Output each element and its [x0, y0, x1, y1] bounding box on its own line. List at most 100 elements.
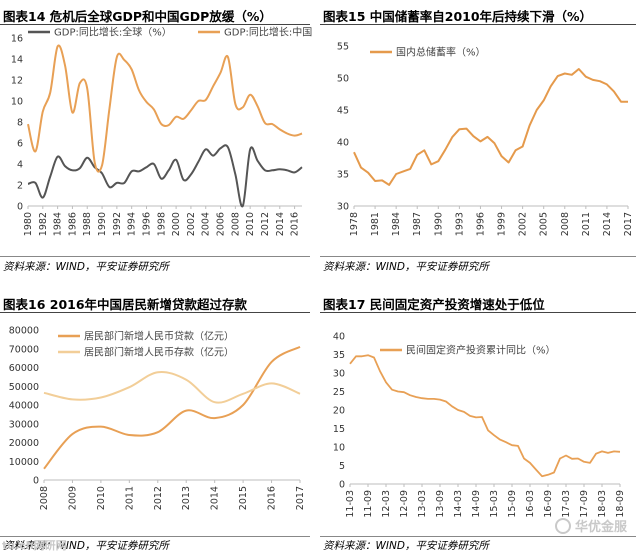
chart-fig14: 0 2 4 6 8 10 12 14 16 1980 1982 1984 1986 1988 1990 199… [11, 26, 312, 236]
panel-fig15: 图表15 中国储蓄率自2010年后持续下滑（%） 30 35 40 45 50 55 197… [320, 0, 640, 275]
y-tick-label: 10 [333, 443, 345, 454]
x-tick-label: 2008 [230, 212, 241, 236]
x-tick-label: 2016 [267, 486, 278, 510]
x-tick-label: 1990 [433, 212, 444, 236]
chart-fig17: 0 5 10 15 20 25 30 35 40 11-03 11-09 12-03 12-09 13-0… [333, 332, 626, 518]
series-line-0 [349, 354, 621, 478]
y-tick-label: 20000 [9, 438, 39, 449]
panel-fig17: 图表17 民间固定资产投资增速处于低位 0 5 10 15 20 25 30 35 40 11-0… [320, 288, 640, 554]
y-tick-label: 25 [333, 387, 345, 398]
y-tick-label: 10 [11, 97, 23, 108]
x-tick-label: 13-09 [435, 490, 446, 518]
chart-source: 资料来源：WIND，平安证券研究所 [3, 540, 169, 552]
x-tick-label: 2004 [201, 212, 212, 236]
x-tick-label: 2014 [602, 212, 613, 236]
legend-label: 民间固定资产投资累计同比（%） [406, 344, 556, 357]
x-tick-label: 15-09 [507, 490, 518, 518]
x-tick-label: 2000 [171, 212, 182, 236]
x-tick-label: 2008 [560, 212, 571, 236]
x-tick-label: 2010 [96, 486, 107, 510]
y-tick-label: 35 [333, 350, 345, 361]
x-tick-label: 2013 [181, 486, 192, 510]
x-tick-label: 2002 [186, 212, 197, 236]
source-rule [0, 536, 310, 537]
x-tick-label: 1978 [349, 212, 360, 236]
y-tick-label: 2 [17, 181, 23, 192]
x-tick-label: 13-03 [417, 490, 428, 518]
y-tick-label: 8 [17, 118, 23, 129]
x-tick-label: 1990 [97, 212, 108, 236]
title-rule [0, 312, 310, 313]
y-tick-label: 50 [337, 74, 349, 85]
x-tick-label: 2016 [290, 212, 301, 236]
x-tick-label: 1992 [112, 212, 123, 236]
chart-title: 图表14 危机后全球GDP和中国GDP放缓（%） [3, 9, 272, 24]
chart-title: 图表17 民间固定资产投资增速处于低位 [323, 297, 545, 312]
chart-fig15: 30 35 40 45 50 55 1978 1981 1984 1987 1990 1993 1996… [337, 42, 634, 237]
y-tick-label: 40 [333, 332, 345, 343]
x-tick-label: 12-09 [399, 490, 410, 518]
y-tick-label: 30000 [9, 419, 39, 430]
x-tick-label: 11-03 [345, 490, 356, 518]
y-tick-label: 30 [337, 202, 349, 213]
y-tick-label: 20 [333, 406, 345, 417]
x-tick-label: 1987 [412, 212, 423, 236]
watermark-brand: 华优金服 [555, 516, 627, 535]
y-tick-label: 30 [333, 369, 345, 380]
y-tick-label: 12 [11, 76, 23, 87]
x-tick-label: 2017 [295, 486, 306, 510]
y-tick-label: 40000 [9, 401, 39, 412]
legend-label: 居民部门新增人民币存款（亿元） [84, 346, 234, 359]
y-tick-label: 15 [333, 424, 345, 435]
x-tick-label: 18-03 [597, 490, 608, 518]
x-tick-label: 1998 [156, 212, 167, 236]
y-tick-label: 60000 [9, 363, 39, 374]
x-tick-label: 2014 [275, 212, 286, 236]
x-tick-label: 2014 [210, 486, 221, 510]
x-tick-label: 1996 [475, 212, 486, 236]
source-rule [0, 256, 310, 257]
y-tick-label: 10000 [9, 457, 39, 468]
series-line-0 [27, 144, 303, 208]
x-tick-label: 2005 [539, 212, 550, 236]
y-tick-label: 6 [17, 139, 23, 150]
x-tick-label: 1982 [38, 212, 49, 236]
x-tick-label: 1996 [141, 212, 152, 236]
x-tick-label: 18-09 [615, 490, 626, 518]
x-tick-label: 2015 [238, 486, 249, 510]
y-tick-label: 70000 [9, 344, 39, 355]
y-tick-label: 4 [17, 160, 23, 171]
x-tick-label: 1988 [82, 212, 93, 236]
series-line-1 [43, 370, 301, 404]
y-tick-label: 0 [339, 480, 345, 491]
x-tick-label: 2008 [39, 486, 50, 510]
y-tick-label: 16 [11, 34, 23, 45]
x-tick-label: 14-09 [471, 490, 482, 518]
chart-source: 资料来源：WIND，平安证券研究所 [3, 261, 169, 273]
source-rule [320, 536, 636, 537]
x-tick-label: 17-09 [579, 490, 590, 518]
y-tick-label: 40 [337, 138, 349, 149]
y-tick-label: 0 [17, 202, 23, 213]
x-tick-label: 2009 [67, 486, 78, 510]
x-tick-label: 2012 [260, 212, 271, 236]
series-line-0 [43, 345, 301, 470]
x-tick-label: 15-03 [489, 490, 500, 518]
x-tick-label: 1999 [497, 212, 508, 236]
chart-source: 资料来源：WIND，平安证券研究所 [323, 540, 489, 552]
panel-fig14: 图表14 危机后全球GDP和中国GDP放缓（%） 0 2 4 6 8 10 12 14 16 19… [0, 0, 312, 275]
chart-title: 图表16 2016年中国居民新增贷款超过存款 [3, 297, 248, 312]
panel-fig16: 图表16 2016年中国居民新增贷款超过存款 0 10000 20000 30000 4… [0, 288, 312, 554]
y-tick-label: 0 [33, 476, 39, 487]
y-tick-label: 45 [337, 106, 349, 117]
brand-name: 华优金服 [575, 520, 628, 535]
y-tick-label: 35 [337, 170, 349, 181]
x-tick-label: 17-03 [561, 490, 572, 518]
legend-label: GDP:同比增长:中国（%） [224, 26, 312, 39]
brand-logo-icon [555, 517, 571, 534]
x-tick-label: 12-03 [381, 490, 392, 518]
y-tick-label: 5 [339, 461, 345, 472]
chart-source: 资料来源：WIND，平安证券研究所 [323, 261, 489, 273]
x-tick-label: 1994 [127, 212, 138, 236]
series-line-0 [353, 68, 628, 186]
